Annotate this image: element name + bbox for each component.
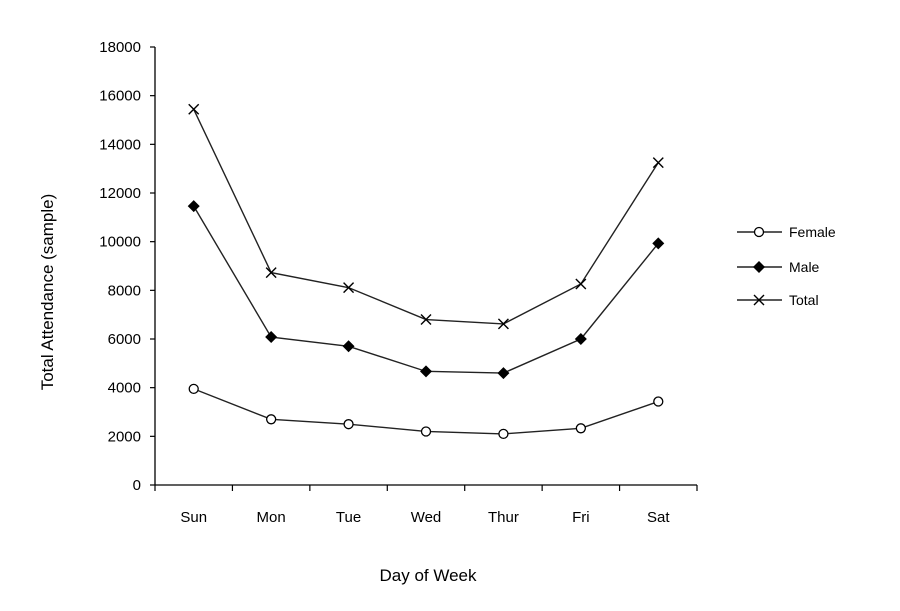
series-total bbox=[188, 103, 664, 330]
y-tick-label: 0 bbox=[133, 477, 141, 494]
data-point-female bbox=[575, 423, 587, 434]
data-point-total bbox=[753, 294, 765, 306]
data-point-male bbox=[342, 340, 355, 353]
y-tick-label: 10000 bbox=[99, 234, 141, 251]
data-point-total bbox=[497, 318, 509, 330]
y-tick-label: 18000 bbox=[99, 39, 141, 56]
data-point-total bbox=[652, 157, 664, 169]
x-tick-label: Sat bbox=[647, 509, 670, 526]
data-point-male bbox=[753, 261, 765, 273]
y-tick-label: 8000 bbox=[108, 282, 141, 299]
x-tick-label: Thur bbox=[488, 509, 519, 526]
legend-item-total: Total bbox=[737, 292, 819, 308]
y-tick-label: 16000 bbox=[99, 88, 141, 105]
data-point-male bbox=[420, 365, 432, 378]
series-line bbox=[193, 205, 659, 374]
data-point-female bbox=[265, 414, 277, 425]
x-tick-label: Wed bbox=[411, 509, 442, 526]
data-point-female bbox=[653, 396, 664, 407]
data-point-total bbox=[343, 282, 355, 294]
data-point-total bbox=[420, 314, 432, 326]
y-axis-title: Total Attendance (sample) bbox=[38, 194, 57, 391]
x-tick-label: Tue bbox=[336, 509, 361, 526]
data-point-male bbox=[497, 367, 510, 380]
x-tick-label: Fri bbox=[572, 509, 590, 526]
data-point-female bbox=[188, 383, 199, 395]
data-point-total bbox=[265, 267, 277, 279]
y-tick-label: 14000 bbox=[99, 136, 141, 153]
series-female bbox=[188, 383, 664, 440]
data-point-female bbox=[343, 419, 354, 430]
x-axis-title: Day of Week bbox=[379, 566, 477, 585]
x-tick-label: Mon bbox=[257, 509, 286, 526]
series-male bbox=[187, 200, 665, 380]
data-point-female bbox=[753, 226, 765, 238]
legend-label: Total bbox=[789, 292, 819, 308]
legend-label: Male bbox=[789, 259, 820, 275]
y-tick-label: 2000 bbox=[108, 428, 141, 445]
data-point-total bbox=[188, 103, 200, 115]
data-point-male bbox=[652, 237, 665, 250]
data-point-female bbox=[498, 428, 509, 440]
legend-label: Female bbox=[789, 224, 836, 240]
x-tick-label: Sun bbox=[180, 509, 207, 526]
series-line bbox=[193, 108, 659, 325]
y-tick-label: 12000 bbox=[99, 185, 141, 202]
data-point-male bbox=[187, 200, 200, 213]
y-tick-label: 6000 bbox=[108, 331, 141, 348]
y-tick-label: 4000 bbox=[108, 380, 141, 397]
legend-item-female: Female bbox=[737, 224, 836, 240]
data-point-female bbox=[420, 426, 432, 437]
data-point-male bbox=[265, 331, 278, 344]
data-point-total bbox=[575, 278, 587, 290]
legend-item-male: Male bbox=[737, 259, 820, 275]
data-point-male bbox=[574, 333, 587, 345]
